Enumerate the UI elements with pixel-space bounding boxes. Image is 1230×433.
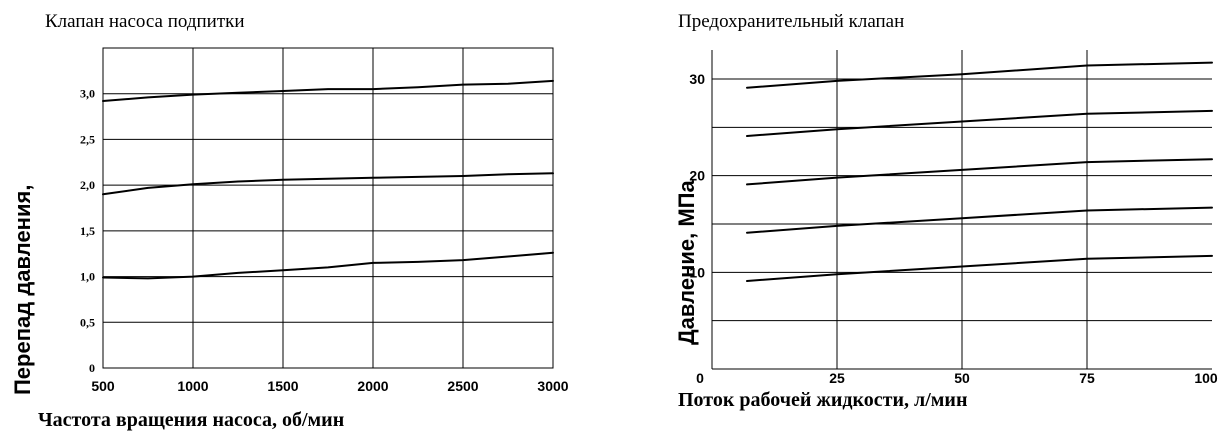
chart-a-series-line-3 xyxy=(102,79,554,102)
chart-a-y-tick-label: 3,0 xyxy=(80,87,95,101)
chart-a-x-tick-label: 1500 xyxy=(267,378,298,394)
chart-a-title: Клапан насоса подпитки xyxy=(45,11,245,32)
chart-a-series-line-2 xyxy=(102,172,554,196)
chart-b-series-line-2 xyxy=(746,206,1213,234)
chart-b-y-tick-label: 10 xyxy=(689,264,705,280)
chart-a-x-tick-label: 2500 xyxy=(447,378,478,394)
chart-a-x-tick-label: 3000 xyxy=(537,378,568,394)
chart-b-x-tick-label: 50 xyxy=(954,370,970,386)
chart-a-xlabel: Частота вращения насоса, об/мин xyxy=(38,409,344,431)
chart-b-series-line-1 xyxy=(746,254,1213,282)
chart-a-y-tick-label: 2,0 xyxy=(80,178,95,192)
chart-b-x-tick-label: 0 xyxy=(696,370,704,386)
chart-a-series-line-1 xyxy=(102,251,554,280)
chart-a-y-tick-label: 1,0 xyxy=(80,270,95,284)
chart-a-x-tick-label: 2000 xyxy=(357,378,388,394)
chart-a-series xyxy=(102,79,554,280)
chart-b-x-tick-label: 25 xyxy=(829,370,845,386)
chart-b-y-tick-label: 30 xyxy=(689,71,705,87)
chart-a-x-ticks: 500 1000 1500 2000 2500 3000 xyxy=(91,378,568,394)
chart-b-y-ticks: 10 20 30 xyxy=(689,71,705,280)
chart-b-y-tick-label: 20 xyxy=(689,168,705,184)
chart-b-x-ticks: 0 25 50 75 100 xyxy=(696,370,1218,386)
chart-b-series-line-4 xyxy=(746,109,1213,137)
chart-b-series-line-5 xyxy=(746,61,1213,89)
chart-relief-valve: Предохранительный клапан 10 20 30 0 25 50 75 1… xyxy=(674,11,1218,411)
chart-b-ylabel: Давление, МПа xyxy=(674,180,699,345)
chart-a-y-tick-label: 0,5 xyxy=(80,315,95,329)
chart-b-x-tick-label: 100 xyxy=(1194,370,1218,386)
chart-a-y-tick-label: 2,5 xyxy=(80,132,95,146)
chart-a-x-tick-label: 500 xyxy=(91,378,115,394)
chart-b-series-line-3 xyxy=(746,158,1213,186)
chart-b-xlabel: Поток рабочей жидкости, л/мин xyxy=(678,389,967,411)
chart-a-y-tick-label: 1,5 xyxy=(80,224,95,238)
chart-a-y-tick-label: 0 xyxy=(89,361,95,375)
chart-b-series xyxy=(746,61,1213,282)
chart-a-ylabel: Перепад давления, xyxy=(10,185,35,395)
chart-a-x-tick-label: 1000 xyxy=(177,378,208,394)
chart-a-y-ticks: 0 0,5 1,0 1,5 2,0 2,5 3,0 xyxy=(80,87,95,375)
chart-b-x-tick-label: 75 xyxy=(1079,370,1095,386)
chart-b-title: Предохранительный клапан xyxy=(678,11,904,32)
chart-charge-pump-valve: Клапан насоса подпитки 0 0,5 1,0 1,5 2,0 2,5 3… xyxy=(10,11,569,431)
chart-a-plot-frame xyxy=(102,47,554,369)
